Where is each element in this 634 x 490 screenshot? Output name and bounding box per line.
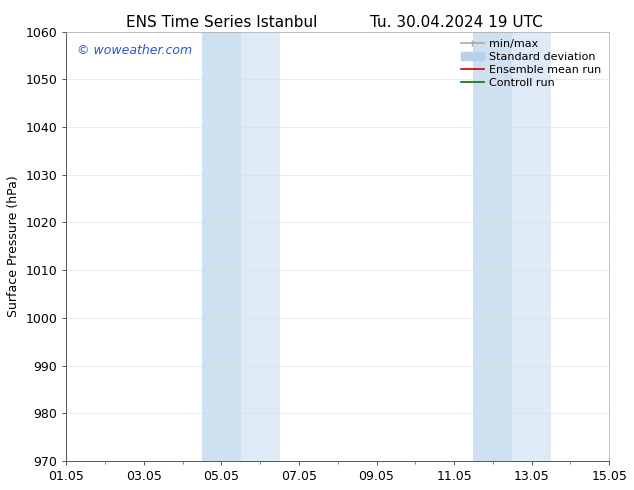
Y-axis label: Surface Pressure (hPa): Surface Pressure (hPa) bbox=[7, 175, 20, 317]
Text: © woweather.com: © woweather.com bbox=[77, 45, 192, 57]
Text: ENS Time Series Istanbul: ENS Time Series Istanbul bbox=[126, 15, 318, 30]
Bar bbox=[512, 31, 551, 461]
Bar bbox=[474, 31, 512, 461]
Legend: min/max, Standard deviation, Ensemble mean run, Controll run: min/max, Standard deviation, Ensemble me… bbox=[459, 37, 604, 90]
Text: Tu. 30.04.2024 19 UTC: Tu. 30.04.2024 19 UTC bbox=[370, 15, 543, 30]
Bar bbox=[202, 31, 241, 461]
Bar bbox=[241, 31, 280, 461]
